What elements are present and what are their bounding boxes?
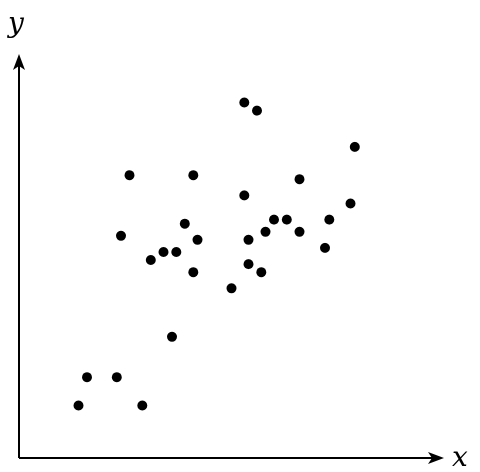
data-point-26 (294, 174, 305, 185)
data-point-29 (345, 198, 356, 209)
data-point-18 (243, 234, 254, 245)
data-point-11 (179, 218, 190, 229)
data-point-20 (252, 105, 262, 116)
data-points (73, 97, 360, 411)
data-point-16 (239, 190, 250, 201)
y-axis-label: y (6, 6, 25, 39)
data-point-22 (260, 226, 271, 237)
data-point-7 (145, 255, 156, 265)
data-point-28 (324, 214, 335, 225)
y-axis-arrowhead (13, 54, 25, 70)
data-point-23 (269, 214, 279, 225)
data-point-9 (167, 331, 177, 342)
data-point-1 (73, 400, 84, 411)
data-point-27 (320, 242, 330, 253)
x-axis: x (19, 440, 468, 472)
data-point-30 (349, 141, 360, 152)
data-point-2 (82, 372, 92, 383)
y-axis: y (6, 6, 25, 458)
data-point-6 (124, 170, 135, 181)
x-axis-label: x (452, 440, 468, 472)
data-point-13 (188, 170, 199, 181)
data-point-3 (111, 372, 122, 383)
data-point-12 (188, 267, 199, 278)
data-point-14 (192, 234, 203, 245)
data-point-21 (256, 267, 267, 278)
data-point-5 (116, 230, 126, 241)
data-point-19 (243, 259, 254, 270)
data-point-10 (171, 247, 182, 257)
data-point-17 (239, 97, 250, 108)
data-point-24 (281, 214, 292, 225)
data-point-15 (226, 283, 237, 294)
data-point-8 (158, 247, 169, 257)
data-point-4 (137, 400, 148, 411)
x-axis-arrowhead (428, 452, 444, 464)
data-point-25 (294, 226, 305, 237)
